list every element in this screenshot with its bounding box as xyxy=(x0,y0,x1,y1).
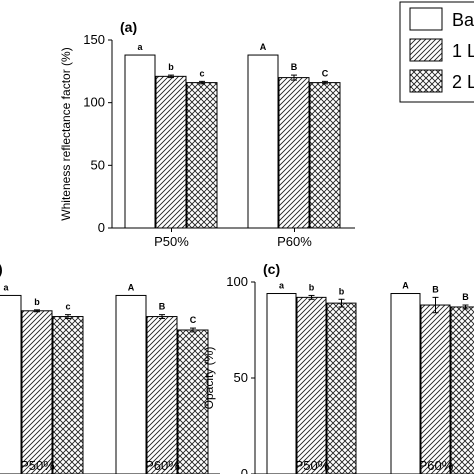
panel-label: (c) xyxy=(263,261,280,277)
x-tick-label: P60% xyxy=(145,458,180,473)
significance-label: a xyxy=(137,42,143,52)
bar xyxy=(124,54,156,229)
significance-label: c xyxy=(199,68,204,78)
bar xyxy=(247,54,279,229)
chart-panel-0: a b c A B C P50% P60% 0 50 100 150 Whiteness reflect… xyxy=(59,19,355,249)
y-axis-label: Whiteness reflectance factor (%) xyxy=(59,47,73,220)
y-tick-label: 50 xyxy=(91,157,105,172)
significance-label: B xyxy=(159,302,166,312)
y-tick-label: 0 xyxy=(241,466,248,474)
bar xyxy=(146,316,178,474)
y-tick-label: 0 xyxy=(98,220,105,235)
legend-swatch xyxy=(409,69,443,93)
panel-label: (a) xyxy=(120,19,137,35)
bar xyxy=(52,316,84,474)
significance-label: A xyxy=(128,282,135,292)
significance-label: b xyxy=(168,62,174,72)
bar xyxy=(309,82,341,229)
significance-label: a xyxy=(279,281,285,291)
significance-label: c xyxy=(65,302,70,312)
significance-label: b xyxy=(309,282,315,292)
bar xyxy=(420,304,451,474)
y-tick-label: 100 xyxy=(83,95,105,110)
legend-label: 1 L xyxy=(452,41,474,61)
significance-label: b xyxy=(339,286,345,296)
significance-label: A xyxy=(402,281,409,291)
legend-label: 2 L xyxy=(452,72,474,92)
significance-label: B xyxy=(432,284,439,294)
x-tick-label: P50% xyxy=(20,458,55,473)
x-tick-label: P60% xyxy=(277,234,312,249)
panel-label-fragment: ) xyxy=(0,261,3,277)
bar xyxy=(177,329,209,474)
bar xyxy=(296,296,327,474)
legend: Ba 1 L 2 L xyxy=(399,1,474,103)
significance-label: a xyxy=(3,282,9,292)
significance-label: C xyxy=(190,315,197,325)
bar xyxy=(155,75,187,229)
legend-label: Ba xyxy=(452,10,474,30)
x-tick-label: P50% xyxy=(295,458,330,473)
significance-label: B xyxy=(462,292,469,302)
significance-label: B xyxy=(291,62,298,72)
bar xyxy=(0,294,22,474)
chart-panel-2: a b b A B B P50% P60% 0 50 100 Opacity (%) (c) xyxy=(202,261,474,474)
y-axis-label: Opacity (%) xyxy=(202,347,216,410)
bar xyxy=(186,82,218,229)
y-tick-label: 100 xyxy=(226,274,248,289)
legend-swatch xyxy=(409,7,443,31)
x-tick-label: P60% xyxy=(419,458,454,473)
y-tick-label: 150 xyxy=(83,32,105,47)
significance-label: C xyxy=(322,68,329,78)
significance-label: A xyxy=(260,42,267,52)
bar xyxy=(21,310,53,474)
bar xyxy=(278,77,310,229)
x-tick-label: P50% xyxy=(154,234,189,249)
bar xyxy=(450,306,474,474)
bar xyxy=(390,293,421,474)
y-tick-label: 50 xyxy=(234,370,248,385)
bar xyxy=(326,302,357,474)
significance-label: b xyxy=(34,297,40,307)
bar xyxy=(115,294,147,474)
chart-panel-1: a b c A B C P50% P60% xyxy=(0,282,220,474)
legend-swatch xyxy=(409,38,443,62)
bar xyxy=(266,293,297,474)
